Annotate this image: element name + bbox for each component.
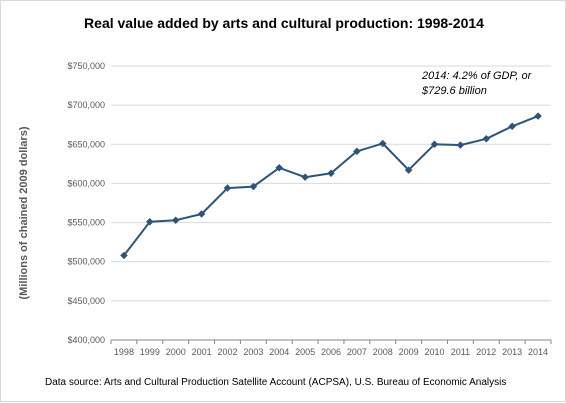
data-point-marker (275, 163, 284, 172)
y-tick-label: $750,000 (67, 61, 105, 71)
y-tick-label: $700,000 (67, 100, 105, 110)
y-tick-label: $550,000 (67, 218, 105, 228)
data-point-marker (197, 210, 206, 218)
data-point-marker (508, 122, 517, 131)
x-tick-label: 2010 (425, 347, 445, 357)
x-tick-label: 2009 (399, 347, 419, 357)
data-point-marker (430, 140, 439, 149)
data-point-marker (327, 169, 335, 178)
y-tick-label: $450,000 (67, 296, 105, 306)
x-tick-label: 2013 (502, 347, 522, 357)
x-tick-label: 2011 (451, 347, 470, 357)
x-tick-label: 2014 (528, 347, 548, 357)
data-point-marker (353, 147, 361, 156)
data-point-marker (456, 141, 465, 149)
data-point-marker (249, 182, 258, 191)
data-point-marker (171, 216, 180, 225)
x-tick-label: 1998 (114, 347, 134, 357)
y-tick-label: $650,000 (67, 139, 105, 149)
annotation-line-1: 2014: 4.2% of GDP, or (422, 70, 532, 82)
x-tick-label: 2000 (166, 347, 186, 357)
series-line (123, 115, 539, 257)
x-tick-label: 2006 (321, 347, 341, 357)
data-point-marker (301, 173, 309, 182)
chart-annotation: 2014: 4.2% of GDP, or $729.6 billion (422, 69, 531, 99)
y-tick-label: $500,000 (67, 257, 105, 267)
data-point-marker (378, 139, 387, 148)
x-tick-label: 2012 (476, 347, 496, 357)
data-point-marker (482, 134, 491, 143)
x-tick-label: 2004 (269, 347, 289, 357)
data-point-marker (145, 217, 154, 226)
x-tick-label: 2005 (295, 347, 315, 357)
data-point-marker (223, 184, 232, 192)
x-tick-label: 2008 (373, 347, 393, 357)
y-tick-label: $600,000 (67, 178, 105, 188)
data-point-marker (404, 166, 413, 174)
x-tick-label: 2003 (243, 347, 263, 357)
x-tick-label: 2001 (192, 347, 212, 357)
x-tick-label: 1999 (140, 347, 160, 357)
data-point-marker (120, 251, 128, 260)
chart-title: Real value added by arts and cultural pr… (84, 15, 484, 31)
x-tick-label: 2002 (217, 347, 237, 357)
y-tick-label: $400,000 (67, 335, 105, 345)
data-source-note: Data source: Arts and Cultural Productio… (45, 377, 507, 388)
annotation-line-2: $729.6 billion (422, 85, 487, 97)
x-tick-label: 2007 (347, 347, 367, 357)
data-point-marker (534, 112, 542, 120)
